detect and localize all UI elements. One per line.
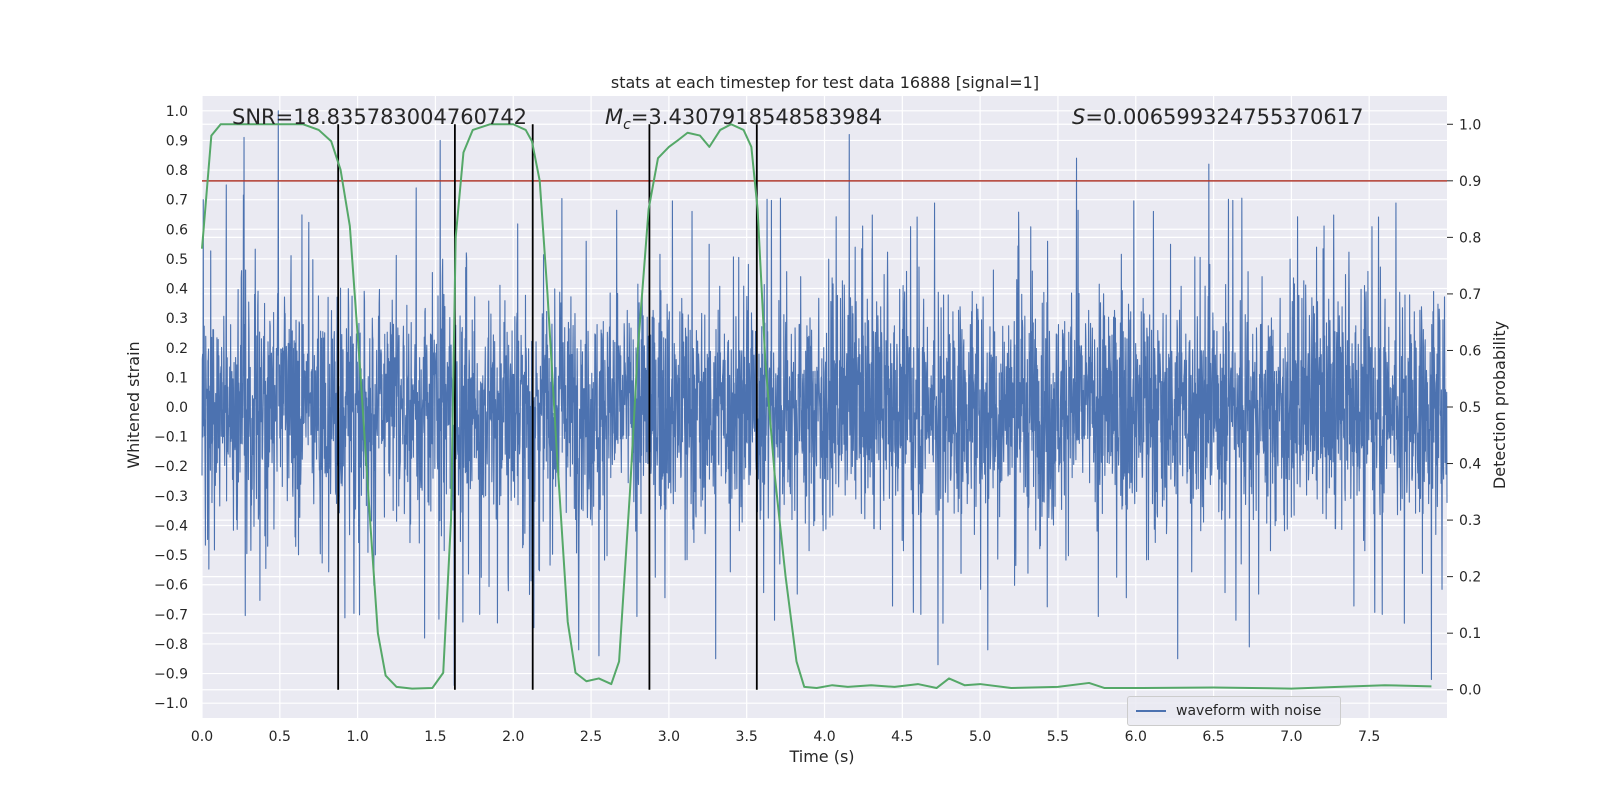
x-tick-label: 5.5 (1047, 729, 1069, 745)
x-tick-label: 0.0 (191, 729, 213, 745)
legend-line-swatch (1136, 710, 1166, 712)
y-left-tick-label: −0.3 (154, 489, 188, 505)
y-right-tick-label: 0.2 (1459, 570, 1481, 586)
y-left-tick-label: 0.7 (166, 193, 188, 209)
y-left-tick-label: 0.9 (166, 133, 188, 149)
y-axis-left-label: Whitened strain (124, 341, 143, 468)
y-right-tick-label: 0.7 (1459, 287, 1481, 303)
s-value: =0.006599324755370617 (1085, 105, 1363, 129)
x-tick-label: 3.0 (658, 729, 680, 745)
y-axis-right-label: Detection probability (1490, 321, 1509, 489)
x-tick-label: 6.5 (1202, 729, 1224, 745)
detection-probability-line (201, 123, 1432, 690)
chirp-mass-annotation: Mc=3.4307918548583984 (605, 105, 882, 133)
x-tick-label: 6.0 (1125, 729, 1147, 745)
x-tick-label: 3.5 (736, 729, 758, 745)
y-left-tick-label: −0.8 (154, 637, 188, 653)
y-right-tick-label: 0.3 (1459, 513, 1481, 529)
y-left-tick-label: −0.5 (154, 548, 188, 564)
x-tick-label: 4.5 (891, 729, 913, 745)
y-right-tick-label: 0.0 (1459, 683, 1481, 699)
y-left-tick-label: 0.6 (166, 222, 188, 238)
y-right-tick-label: 1.0 (1459, 117, 1481, 133)
x-tick-label: 2.0 (502, 729, 524, 745)
y-left-tick-label: −0.1 (154, 430, 188, 446)
x-tick-label: 4.0 (813, 729, 835, 745)
y-right-tick-label: 0.9 (1459, 174, 1481, 190)
y-right-tick-label: 0.4 (1459, 457, 1481, 473)
tick-labels: 0.0 0.5 1.0 1.5 2.0 2.5 3.0 3.5 4.0 4.5 5.0 5.5 6.0 6… (154, 104, 1481, 745)
waveform-series (201, 110, 1448, 686)
y-left-tick-label: 1.0 (166, 104, 188, 120)
chirp-mass-value: =3.4307918548583984 (631, 105, 882, 129)
x-tick-label: 1.0 (346, 729, 368, 745)
waveform-line (201, 110, 1448, 686)
y-left-tick-label: 0.5 (166, 252, 188, 268)
x-tick-label: 0.5 (269, 729, 291, 745)
y-left-tick-label: 0.1 (166, 370, 188, 386)
legend: waveform with noise (1127, 696, 1341, 726)
y-left-tick-label: −1.0 (154, 696, 188, 712)
overlay-lines (202, 124, 1447, 690)
y-right-tick-label: 0.1 (1459, 626, 1481, 642)
y-left-tick-label: 0.4 (166, 282, 188, 298)
x-tick-label: 2.5 (580, 729, 602, 745)
y-left-tick-label: −0.7 (154, 607, 188, 623)
y-left-tick-label: 0.3 (166, 311, 188, 327)
y-left-tick-label: −0.6 (154, 578, 188, 594)
x-tick-label: 7.0 (1280, 729, 1302, 745)
x-tick-label: 1.5 (424, 729, 446, 745)
x-tick-label: 5.0 (969, 729, 991, 745)
y-right-tick-label: 0.8 (1459, 230, 1481, 246)
x-tick-label: 7.5 (1358, 729, 1380, 745)
y-left-tick-label: 0.2 (166, 341, 188, 357)
y-left-tick-label: 0.8 (166, 163, 188, 179)
y-right-tick-label: 0.6 (1459, 343, 1481, 359)
s-annotation: S=0.006599324755370617 (1072, 105, 1363, 129)
snr-annotation: SNR=18.835783004760742 (232, 105, 527, 129)
legend-label: waveform with noise (1176, 703, 1322, 719)
chart-title: stats at each timestep for test data 168… (611, 73, 1039, 92)
probability-series (201, 123, 1432, 690)
x-axis-label: Time (s) (788, 747, 854, 766)
y-left-tick-label: 0.0 (166, 400, 188, 416)
y-left-tick-label: −0.2 (154, 459, 188, 475)
y-right-tick-label: 0.5 (1459, 400, 1481, 416)
y-left-tick-label: −0.4 (154, 518, 188, 534)
y-left-tick-label: −0.9 (154, 667, 188, 683)
